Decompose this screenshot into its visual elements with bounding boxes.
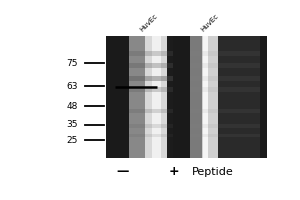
Text: +: + <box>168 165 179 178</box>
Bar <box>106 36 132 158</box>
Bar <box>218 36 260 158</box>
Bar <box>190 124 260 128</box>
Bar <box>190 87 260 92</box>
Text: 48: 48 <box>67 102 78 111</box>
Bar <box>202 36 218 158</box>
Bar <box>152 36 161 158</box>
Bar <box>260 36 266 158</box>
Bar <box>190 134 260 137</box>
Bar <box>167 36 173 158</box>
Bar <box>128 63 173 68</box>
Text: HuvEc: HuvEc <box>200 13 220 33</box>
Text: HuvEc: HuvEc <box>139 13 158 33</box>
Bar <box>128 76 173 81</box>
Bar <box>128 36 173 158</box>
Text: 25: 25 <box>67 136 78 145</box>
Bar <box>128 124 173 128</box>
Bar <box>128 87 173 92</box>
Text: 63: 63 <box>67 82 78 91</box>
Bar <box>190 36 202 158</box>
Bar <box>190 76 260 81</box>
Text: —: — <box>116 165 129 178</box>
Text: 75: 75 <box>67 59 78 68</box>
Bar <box>128 36 145 158</box>
Bar <box>128 51 173 56</box>
Bar <box>190 109 260 113</box>
Bar <box>145 36 167 158</box>
Text: 35: 35 <box>67 120 78 129</box>
Bar <box>203 36 208 158</box>
Bar <box>190 51 260 56</box>
Bar <box>173 36 190 158</box>
Bar <box>128 134 173 137</box>
Bar <box>128 109 173 113</box>
Text: Peptide: Peptide <box>192 167 234 177</box>
Bar <box>190 63 260 68</box>
